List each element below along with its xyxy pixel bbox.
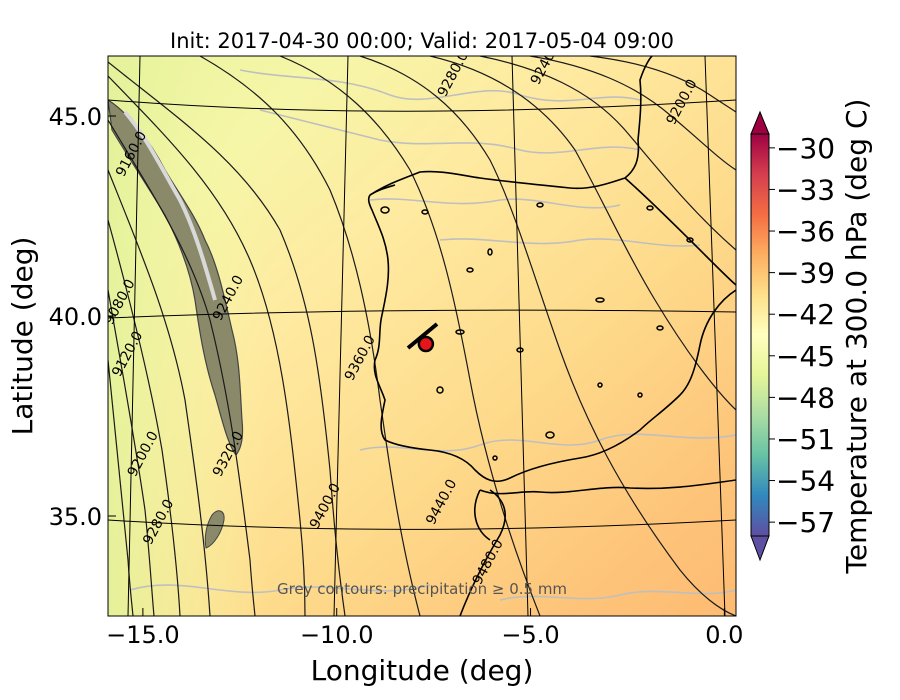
precip-band	[108, 99, 244, 456]
coastline	[367, 56, 736, 616]
y-tick-label: 40.0	[49, 303, 102, 331]
track-marker	[406, 322, 439, 353]
inland-contours	[380, 202, 694, 461]
graticule	[108, 56, 736, 616]
colorbar-ticks: −30 −33 −36 −39 −42 −45 −48 −51 −54 −57	[769, 132, 835, 539]
x-tick-label: −10.0	[300, 621, 374, 649]
colorbar: −30 −33 −36 −39 −42 −45 −48 −51 −54 −57 Temperatu…	[750, 99, 873, 575]
map-area: 9160.09080.09120.09200.09280.09240.09320…	[108, 56, 736, 616]
x-axis-label: Longitude (deg)	[311, 654, 534, 687]
y-axis-label: Latitude (deg)	[6, 237, 39, 436]
precip-band-highlight	[123, 110, 217, 301]
colorbar-tick-label: −33	[776, 173, 835, 206]
height-contours	[108, 56, 736, 616]
colorbar-tick-label: −36	[776, 215, 835, 248]
chart-title: Init: 2017-04-30 00:00; Valid: 2017-05-0…	[170, 29, 674, 53]
colorbar-label: Temperature at 300.0 hPa (deg C)	[840, 99, 873, 575]
colorbar-tick-label: −30	[776, 132, 835, 165]
track-line	[406, 322, 439, 350]
y-axis: 35.0 40.0 45.0	[49, 103, 116, 531]
colorbar-tick-label: −57	[776, 506, 835, 539]
colorbar-extend-bottom	[750, 535, 770, 562]
colorbar-tick-label: −39	[776, 257, 835, 290]
x-tick-label: −5.0	[501, 621, 559, 649]
colorbar-tick-label: −51	[776, 423, 835, 456]
x-axis: −15.0 −10.0 −5.0 0.0	[106, 608, 743, 649]
x-tick-label: −15.0	[106, 621, 180, 649]
colorbar-body	[750, 133, 770, 537]
y-tick-label: 45.0	[49, 103, 102, 131]
precip-annotation: Grey contours: precipitation ≥ 0.5 mm	[277, 580, 567, 598]
precip-patch	[204, 510, 225, 549]
colorbar-tick-label: −45	[776, 340, 835, 373]
colorbar-extend-top	[750, 110, 770, 135]
colorbar-tick-label: −48	[776, 381, 835, 414]
y-tick-label: 35.0	[49, 503, 102, 531]
colorbar-tick-label: −54	[776, 465, 835, 498]
colorbar-tick-label: −42	[776, 298, 835, 331]
position-marker	[417, 335, 435, 353]
x-tick-label: 0.0	[705, 621, 743, 649]
plot-frame	[107, 55, 737, 617]
